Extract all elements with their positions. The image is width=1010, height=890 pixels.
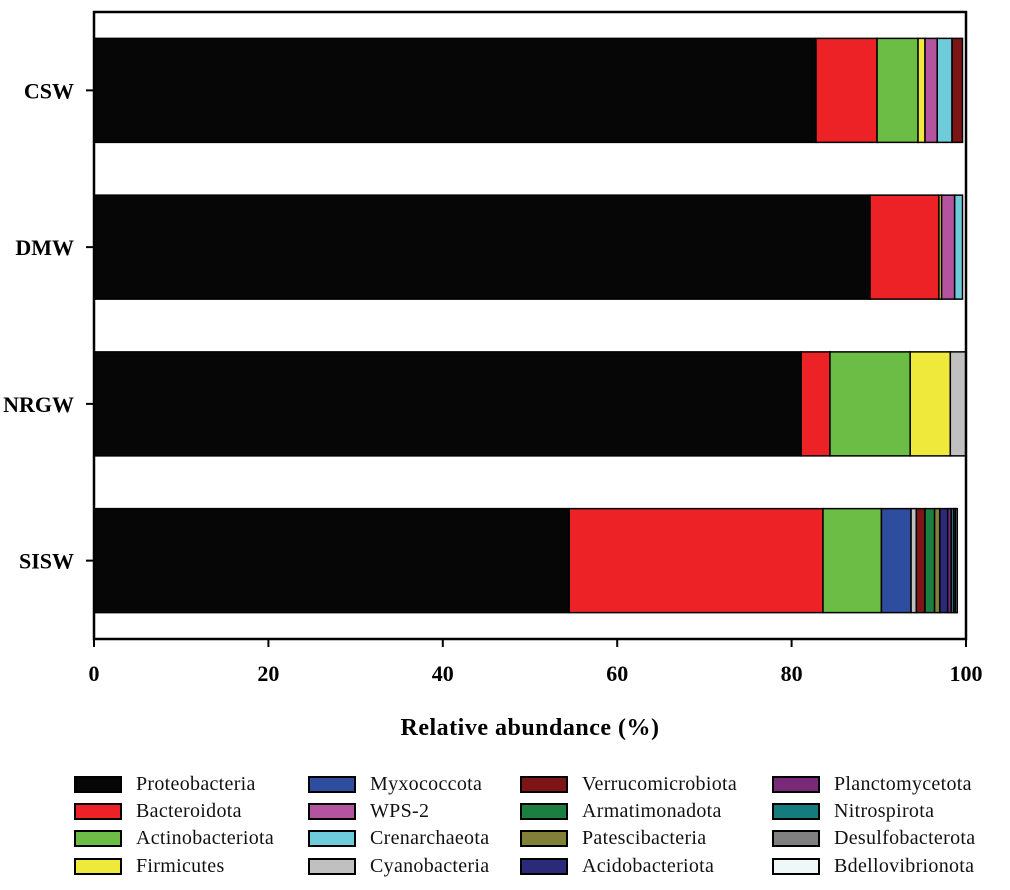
- legend-label: Nitrospirota: [834, 799, 935, 822]
- bar-segment-csw-proteobacteria: [93, 37, 817, 144]
- legend-item: Bdellovibrionota: [772, 855, 974, 877]
- legend-swatch: [74, 829, 122, 847]
- bar-segment-sisw-cyanobacteria: [910, 507, 918, 614]
- legend-item: Firmicutes: [74, 855, 225, 877]
- legend-label: Planctomycetota: [834, 772, 972, 795]
- bar-segment-dmw-crenarchaeota: [953, 194, 964, 300]
- bar-segment-nrgw-bacteroidota: [800, 351, 831, 457]
- legend-label: Bdellovibrionota: [834, 854, 975, 877]
- y-axis: CSW DMW NRGW SISW: [3, 78, 94, 574]
- plot-frame: [92, 10, 968, 641]
- bar-segment-csw-bacteroidota: [815, 37, 878, 144]
- x-axis-label: Relative abundance (%): [401, 715, 660, 741]
- x-tick-label: 20: [257, 661, 279, 686]
- legend-label: Proteobacteria: [136, 772, 256, 795]
- x-tick-label: 60: [606, 661, 628, 686]
- legend-swatch: [520, 857, 568, 875]
- bar-segment-sisw-actinobacteriota: [822, 507, 883, 614]
- legend-item: Patescibacteria: [520, 827, 706, 849]
- legend-swatch: [772, 857, 820, 875]
- legend: Proteobacteria Bacteroidota Actinobacterio…: [74, 773, 1004, 885]
- legend-item: Myxococcota: [308, 773, 482, 795]
- legend-item: Desulfobacterota: [772, 827, 975, 849]
- legend-label: Actinobacteriota: [136, 826, 275, 849]
- bar-segment-sisw-acidobacteriota: [939, 507, 949, 614]
- legend-label: Desulfobacterota: [834, 826, 976, 849]
- bar-segment-nrgw-firmicutes: [909, 351, 952, 457]
- x-tick-label: 0: [89, 661, 100, 686]
- legend-label: Armatimonadota: [582, 799, 722, 822]
- x-tick-label: 40: [432, 661, 454, 686]
- legend-swatch: [308, 857, 356, 875]
- y-tick-label: CSW: [24, 78, 74, 103]
- legend-item: Bacteroidota: [74, 800, 242, 822]
- legend-swatch: [308, 775, 356, 793]
- bar-segment-sisw-myxococcota: [880, 507, 912, 614]
- legend-label: Verrucomicrobiota: [582, 772, 738, 795]
- legend-swatch: [772, 829, 820, 847]
- legend-item: Verrucomicrobiota: [520, 773, 737, 795]
- legend-label: Cyanobacteria: [370, 854, 490, 877]
- y-tick-label: NRGW: [3, 392, 74, 417]
- bar-segment-dmw-wps-2: [940, 194, 956, 300]
- legend-item: Actinobacteriota: [74, 827, 274, 849]
- legend-label: Patescibacteria: [582, 826, 707, 849]
- legend-item: Nitrospirota: [772, 800, 934, 822]
- bars-layer: [93, 37, 967, 614]
- legend-swatch: [74, 802, 122, 820]
- x-tick-label: 100: [950, 661, 983, 686]
- bar-segment-sisw-armatimonadota: [924, 507, 936, 614]
- bar-segment-sisw-bacteroidota: [568, 507, 824, 614]
- legend-label: Acidobacteriota: [582, 854, 715, 877]
- stacked-bar-chart: CSW DMW NRGW SISW 0 20 40 60 80 100 Relative abu…: [3, 10, 983, 741]
- legend-swatch: [520, 775, 568, 793]
- bar-segment-csw-firmicutes: [917, 37, 926, 144]
- legend-label: Bacteroidota: [136, 799, 242, 822]
- legend-label: WPS-2: [370, 799, 430, 822]
- legend-swatch: [74, 857, 122, 875]
- y-tick-label: SISW: [19, 549, 74, 574]
- legend-swatch: [520, 802, 568, 820]
- x-axis: 0 20 40 60 80 100: [89, 639, 983, 686]
- legend-swatch: [520, 829, 568, 847]
- legend-label: Firmicutes: [136, 854, 225, 877]
- legend-item: Cyanobacteria: [308, 855, 489, 877]
- bar-segment-dmw-proteobacteria: [93, 194, 871, 300]
- x-tick-label: 80: [781, 661, 803, 686]
- bar-segment-sisw-verrucomicrobiota: [915, 507, 926, 614]
- bar-segment-dmw-bacteroidota: [869, 194, 940, 300]
- legend-item: Proteobacteria: [74, 773, 256, 795]
- legend-swatch: [772, 775, 820, 793]
- legend-swatch: [74, 775, 122, 793]
- bar-segment-nrgw-proteobacteria: [93, 351, 802, 457]
- legend-item: Acidobacteriota: [520, 855, 714, 877]
- legend-label: Myxococcota: [370, 772, 483, 795]
- legend-item: Armatimonadota: [520, 800, 722, 822]
- bar-segment-csw-actinobacteriota: [876, 37, 919, 144]
- bar-segment-csw-crenarchaeota: [936, 37, 953, 144]
- legend-swatch: [308, 829, 356, 847]
- bar-segment-nrgw-cyanobacteria: [949, 351, 967, 457]
- bar-segment-nrgw-actinobacteriota: [829, 351, 911, 457]
- legend-label: Crenarchaeota: [370, 826, 490, 849]
- bar-segment-csw-verrucomicrobiota: [951, 37, 964, 144]
- legend-swatch: [308, 802, 356, 820]
- legend-item: Planctomycetota: [772, 773, 972, 795]
- y-tick-label: DMW: [15, 235, 74, 260]
- legend-swatch: [772, 802, 820, 820]
- legend-item: WPS-2: [308, 800, 429, 822]
- legend-item: Crenarchaeota: [308, 827, 489, 849]
- bar-segment-sisw-bdellovibrionota: [954, 507, 959, 614]
- bar-segment-sisw-patescibacteria: [933, 507, 941, 614]
- bar-segment-sisw-proteobacteria: [93, 507, 570, 614]
- bar-segment-csw-wps-2: [924, 37, 938, 144]
